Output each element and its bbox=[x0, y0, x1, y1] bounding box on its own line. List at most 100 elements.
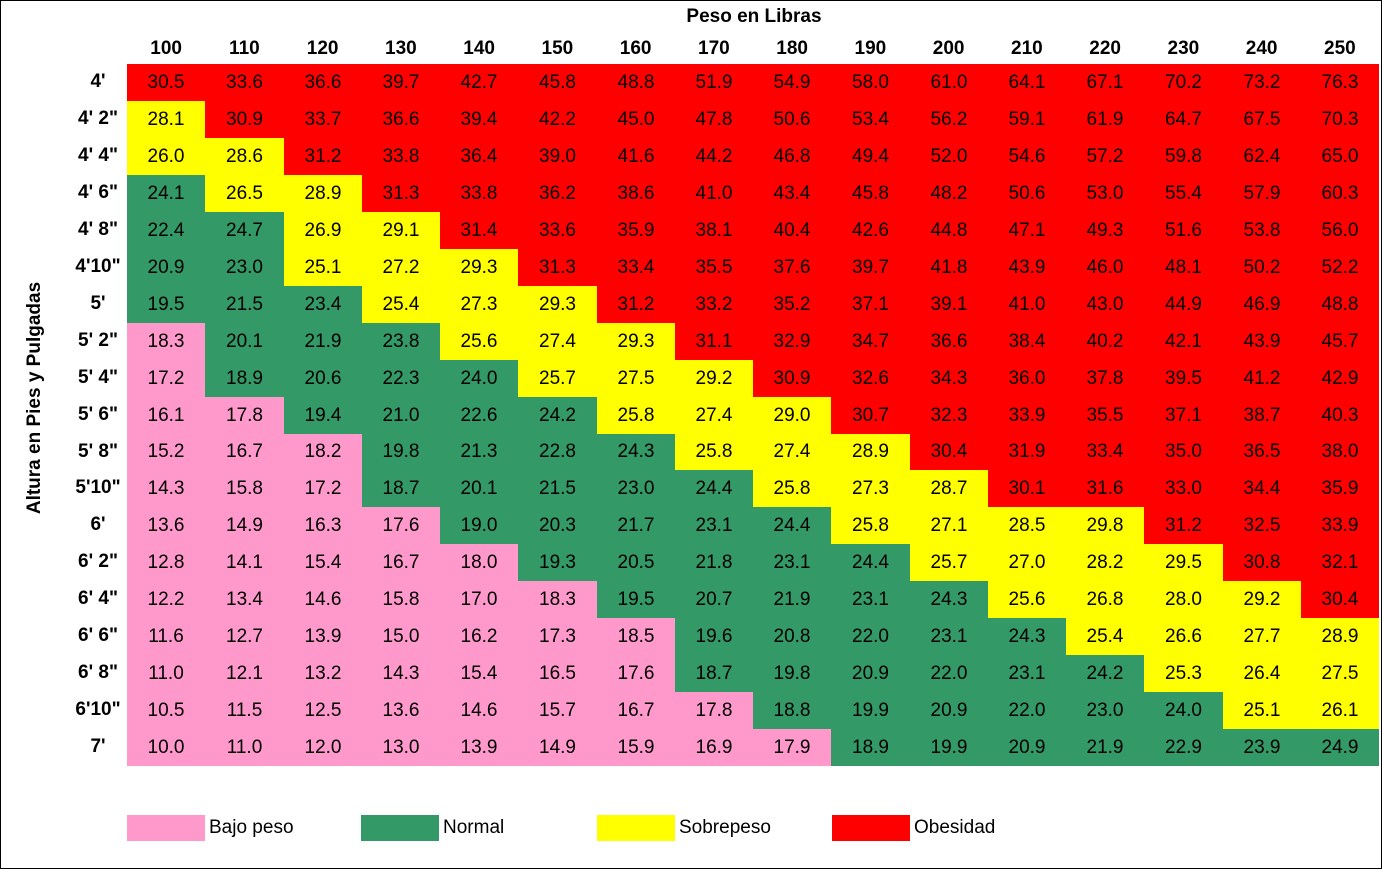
bmi-cell: 23.0 bbox=[205, 249, 284, 286]
bmi-cell: 22.0 bbox=[988, 692, 1066, 729]
bmi-cell: 16.3 bbox=[284, 507, 362, 544]
bmi-cell: 30.9 bbox=[753, 360, 831, 397]
bmi-cell: 21.0 bbox=[362, 397, 440, 434]
bmi-cell: 46.0 bbox=[1066, 249, 1144, 286]
bmi-cell: 21.9 bbox=[284, 323, 362, 360]
row-header: 5' 2" bbox=[78, 329, 118, 351]
bmi-cell: 10.5 bbox=[127, 692, 205, 729]
column-header: 160 bbox=[619, 38, 652, 59]
row-header: 4' 8" bbox=[78, 218, 118, 240]
bmi-cell: 48.8 bbox=[597, 64, 675, 101]
bmi-cell: 20.5 bbox=[597, 544, 675, 581]
bmi-cell: 36.0 bbox=[988, 360, 1066, 397]
row-header: 4'10" bbox=[75, 255, 121, 277]
bmi-cell: 12.0 bbox=[284, 729, 362, 766]
bmi-cell: 67.5 bbox=[1223, 101, 1301, 138]
bmi-cell: 73.2 bbox=[1223, 64, 1301, 101]
bmi-cell: 39.1 bbox=[910, 286, 988, 323]
bmi-cell: 21.5 bbox=[518, 470, 597, 507]
row-header: 5'10" bbox=[75, 477, 121, 499]
bmi-cell: 25.8 bbox=[597, 397, 675, 434]
bmi-cell: 36.5 bbox=[1223, 434, 1301, 470]
bmi-cell: 53.8 bbox=[1223, 212, 1301, 249]
bmi-cell: 15.0 bbox=[362, 618, 440, 655]
bmi-cell: 27.3 bbox=[440, 286, 518, 323]
bmi-cell: 39.7 bbox=[362, 64, 440, 101]
bmi-cell: 29.3 bbox=[440, 249, 518, 286]
bmi-cell: 43.4 bbox=[753, 175, 831, 212]
bmi-cell: 45.8 bbox=[518, 64, 597, 101]
bmi-cell: 26.4 bbox=[1223, 655, 1301, 692]
bmi-cell: 24.4 bbox=[753, 507, 831, 544]
bmi-cell: 31.1 bbox=[675, 323, 753, 360]
bmi-cell: 61.9 bbox=[1066, 101, 1144, 138]
bmi-cell: 45.0 bbox=[597, 101, 675, 138]
bmi-cell: 41.0 bbox=[675, 175, 753, 212]
bmi-cell: 41.2 bbox=[1223, 360, 1301, 397]
bmi-cell: 53.0 bbox=[1066, 175, 1144, 212]
bmi-cell: 67.1 bbox=[1066, 64, 1144, 101]
bmi-cell: 14.3 bbox=[362, 655, 440, 692]
bmi-cell: 48.2 bbox=[910, 175, 988, 212]
bmi-cell: 18.3 bbox=[518, 581, 597, 618]
bmi-cell: 17.8 bbox=[205, 397, 284, 434]
bmi-cell: 15.9 bbox=[597, 729, 675, 766]
bmi-cell: 20.9 bbox=[988, 729, 1066, 766]
bmi-cell: 31.4 bbox=[440, 212, 518, 249]
bmi-cell: 31.2 bbox=[597, 286, 675, 323]
bmi-cell: 35.9 bbox=[597, 212, 675, 249]
bmi-cell: 19.6 bbox=[675, 618, 753, 655]
bmi-cell: 33.4 bbox=[597, 249, 675, 286]
bmi-cell: 59.1 bbox=[988, 101, 1066, 138]
bmi-cell: 35.9 bbox=[1301, 470, 1379, 507]
bmi-cell: 19.5 bbox=[597, 581, 675, 618]
bmi-cell: 25.7 bbox=[910, 544, 988, 581]
bmi-cell: 57.9 bbox=[1223, 175, 1301, 212]
bmi-cell: 70.2 bbox=[1144, 64, 1223, 101]
bmi-cell: 33.8 bbox=[440, 175, 518, 212]
bmi-cell: 42.1 bbox=[1144, 323, 1223, 360]
bmi-cell: 26.8 bbox=[1066, 581, 1144, 618]
bmi-cell: 27.4 bbox=[675, 397, 753, 434]
bmi-cell: 25.8 bbox=[831, 507, 910, 544]
bmi-cell: 23.1 bbox=[753, 544, 831, 581]
bmi-cell: 31.9 bbox=[988, 434, 1066, 470]
bmi-cell: 61.0 bbox=[910, 64, 988, 101]
bmi-cell: 16.5 bbox=[518, 655, 597, 692]
bmi-cell: 28.9 bbox=[1301, 618, 1379, 655]
bmi-cell: 22.9 bbox=[1144, 729, 1223, 766]
bmi-cell: 17.8 bbox=[675, 692, 753, 729]
bmi-cell: 15.4 bbox=[284, 544, 362, 581]
bmi-cell: 27.5 bbox=[1301, 655, 1379, 692]
bmi-cell: 17.2 bbox=[284, 470, 362, 507]
bmi-cell: 23.4 bbox=[284, 286, 362, 323]
bmi-cell: 22.6 bbox=[440, 397, 518, 434]
bmi-cell: 42.7 bbox=[440, 64, 518, 101]
bmi-cell: 70.3 bbox=[1301, 101, 1379, 138]
bmi-cell: 19.4 bbox=[284, 397, 362, 434]
bmi-cell: 39.0 bbox=[518, 138, 597, 175]
bmi-cell: 36.2 bbox=[518, 175, 597, 212]
bmi-cell: 29.5 bbox=[1144, 544, 1223, 581]
bmi-cell: 31.3 bbox=[362, 175, 440, 212]
bmi-cell: 33.9 bbox=[988, 397, 1066, 434]
bmi-cell: 59.8 bbox=[1144, 138, 1223, 175]
bmi-cell: 60.3 bbox=[1301, 175, 1379, 212]
bmi-cell: 65.0 bbox=[1301, 138, 1379, 175]
row-header: 5' 8" bbox=[78, 440, 118, 462]
bmi-cell: 25.6 bbox=[988, 581, 1066, 618]
column-header: 140 bbox=[463, 38, 495, 59]
bmi-cell: 31.2 bbox=[1144, 507, 1223, 544]
bmi-cell: 45.8 bbox=[831, 175, 910, 212]
bmi-cell: 35.0 bbox=[1144, 434, 1223, 470]
bmi-cell: 44.8 bbox=[910, 212, 988, 249]
bmi-cell: 49.4 bbox=[831, 138, 910, 175]
bmi-cell: 37.8 bbox=[1066, 360, 1144, 397]
bmi-cell: 41.0 bbox=[988, 286, 1066, 323]
bmi-cell: 18.9 bbox=[205, 360, 284, 397]
bmi-cell: 30.8 bbox=[1223, 544, 1301, 581]
bmi-cell: 36.6 bbox=[910, 323, 988, 360]
bmi-cell: 38.7 bbox=[1223, 397, 1301, 434]
bmi-cell: 46.9 bbox=[1223, 286, 1301, 323]
